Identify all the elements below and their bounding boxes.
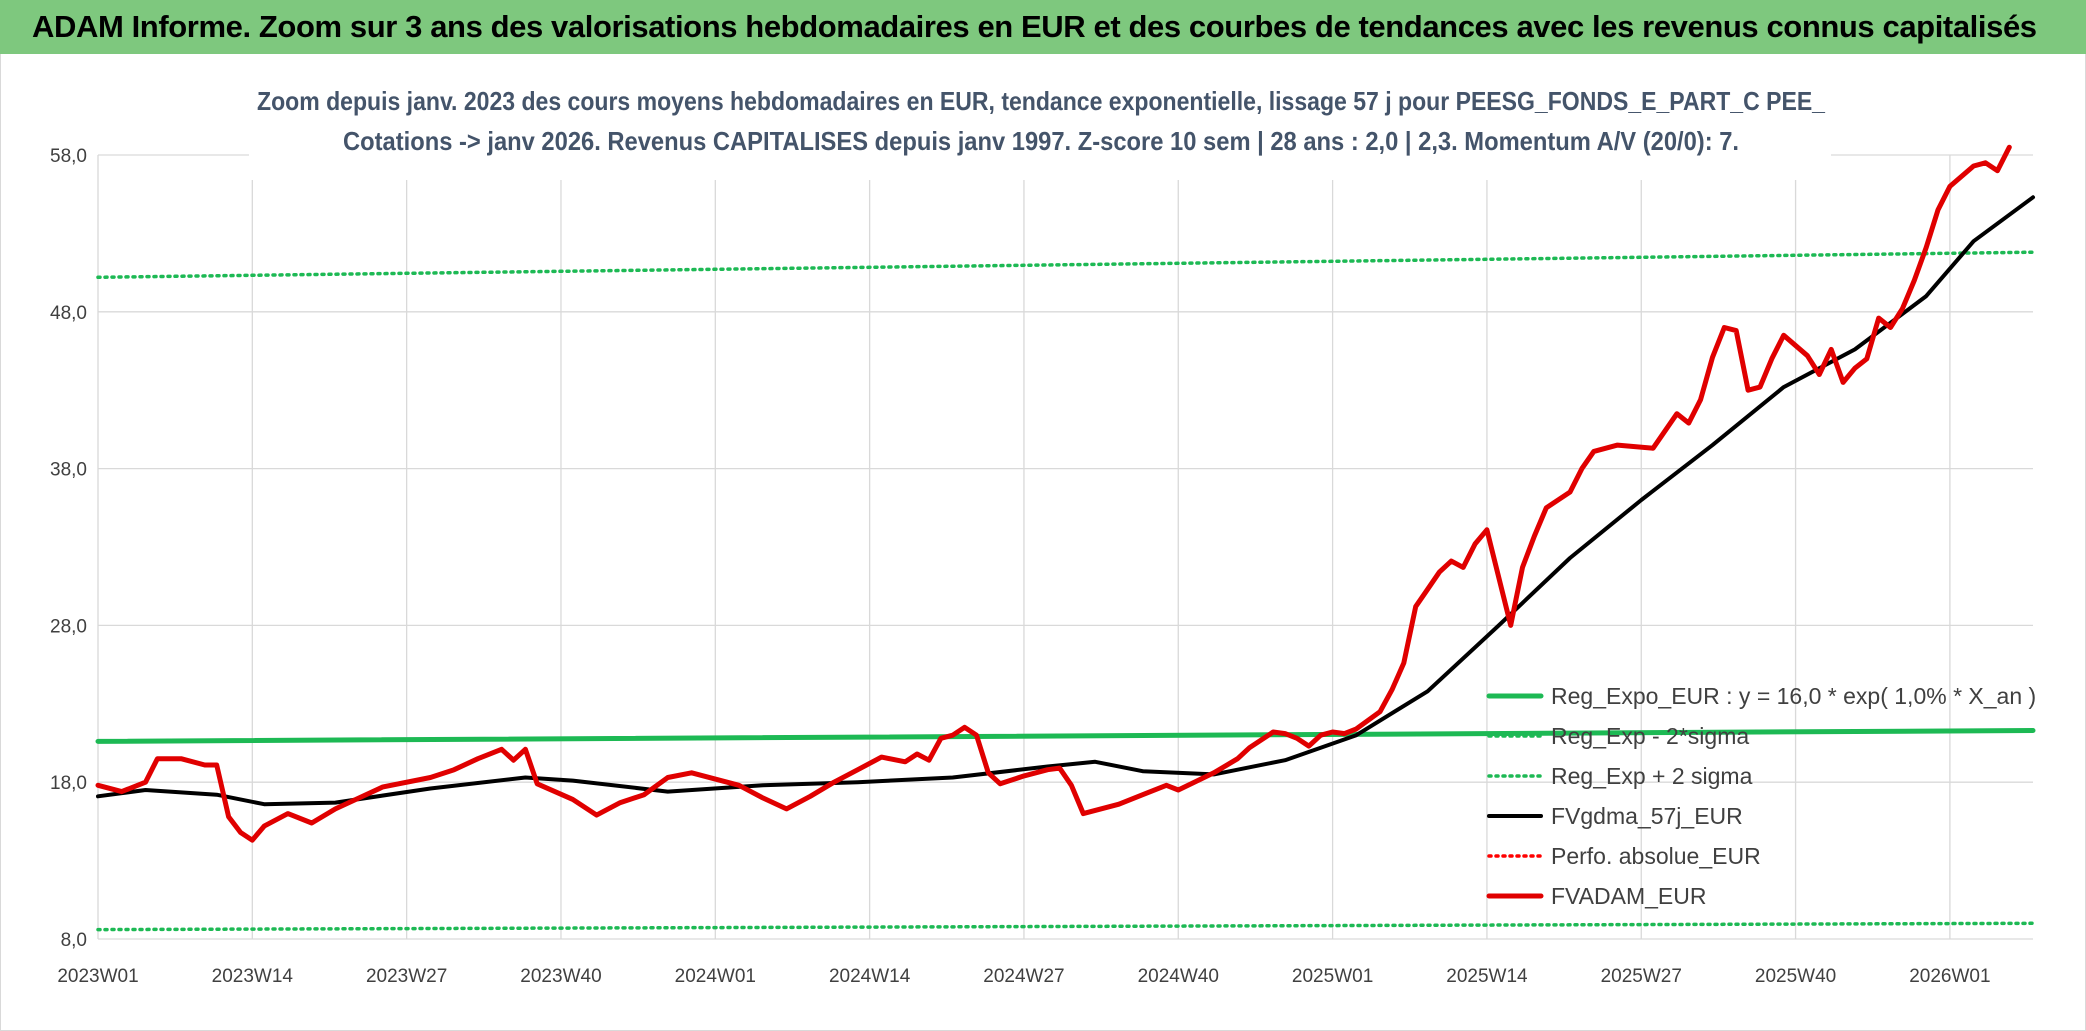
chart-title-background xyxy=(249,84,1831,180)
x-tick-label: 2025W01 xyxy=(1292,966,1373,987)
chart-background xyxy=(1,54,2085,1030)
x-tick-label: 2024W27 xyxy=(983,966,1064,987)
x-tick-label: 2026W01 xyxy=(1909,966,1990,987)
series-line xyxy=(96,250,2035,280)
x-tick-label: 2023W40 xyxy=(520,966,601,987)
axis-labels: 8,0 18,0 28,0 38,0 48,0 58,0 2023W01 2023W14 202… xyxy=(50,146,1991,987)
chart-title-line-1: Zoom depuis janv. 2023 des cours moyens … xyxy=(257,86,1825,116)
series-line xyxy=(96,921,2035,932)
x-tick-label: 2024W01 xyxy=(675,966,756,987)
y-tick-label: 38,0 xyxy=(50,460,87,481)
legend-label: FVgdma_57j_EUR xyxy=(1551,803,1743,829)
y-tick-label: 18,0 xyxy=(50,773,87,794)
series-lines xyxy=(95,144,2036,932)
chart-frame: Zoom depuis janv. 2023 des cours moyens … xyxy=(0,54,2086,1031)
x-tick-label: 2024W40 xyxy=(1138,966,1219,987)
x-tick-label: 2025W14 xyxy=(1446,966,1528,987)
y-tick-label: 58,0 xyxy=(50,146,87,167)
series-line xyxy=(96,195,2035,807)
series-line xyxy=(95,144,2012,843)
legend-label: Reg_Exp + 2 sigma xyxy=(1551,763,1753,789)
line-chart: Zoom depuis janv. 2023 des cours moyens … xyxy=(1,54,2085,1030)
y-tick-label: 48,0 xyxy=(50,303,87,324)
x-tick-label: 2025W27 xyxy=(1601,966,1682,987)
legend-label: FVADAM_EUR xyxy=(1551,883,1707,909)
x-tick-label: 2024W14 xyxy=(829,966,911,987)
legend-label: Perfo. absolue_EUR xyxy=(1551,843,1761,869)
x-tick-label: 2023W01 xyxy=(57,966,138,987)
y-tick-label: 8,0 xyxy=(61,930,87,951)
x-tick-label: 2023W14 xyxy=(212,966,294,987)
series-line xyxy=(95,728,2036,744)
legend-label: Reg_Exp - 2*sigma xyxy=(1551,723,1749,749)
chart-title-block: Zoom depuis janv. 2023 des cours moyens … xyxy=(249,84,1831,180)
x-tick-label: 2025W40 xyxy=(1755,966,1836,987)
y-tick-label: 28,0 xyxy=(50,616,87,637)
report-header: ADAM Informe. Zoom sur 3 ans des valoris… xyxy=(0,0,2086,54)
chart-title-line-2: Cotations -> janv 2026. Revenus CAPITALI… xyxy=(343,126,1739,156)
x-tick-label: 2023W27 xyxy=(366,966,447,987)
legend: Reg_Expo_EUR : y = 16,0 * exp( 1,0% * X_… xyxy=(1486,683,2036,909)
report-title: ADAM Informe. Zoom sur 3 ans des valoris… xyxy=(32,9,2037,44)
legend-label: Reg_Expo_EUR : y = 16,0 * exp( 1,0% * X_… xyxy=(1551,683,2036,709)
